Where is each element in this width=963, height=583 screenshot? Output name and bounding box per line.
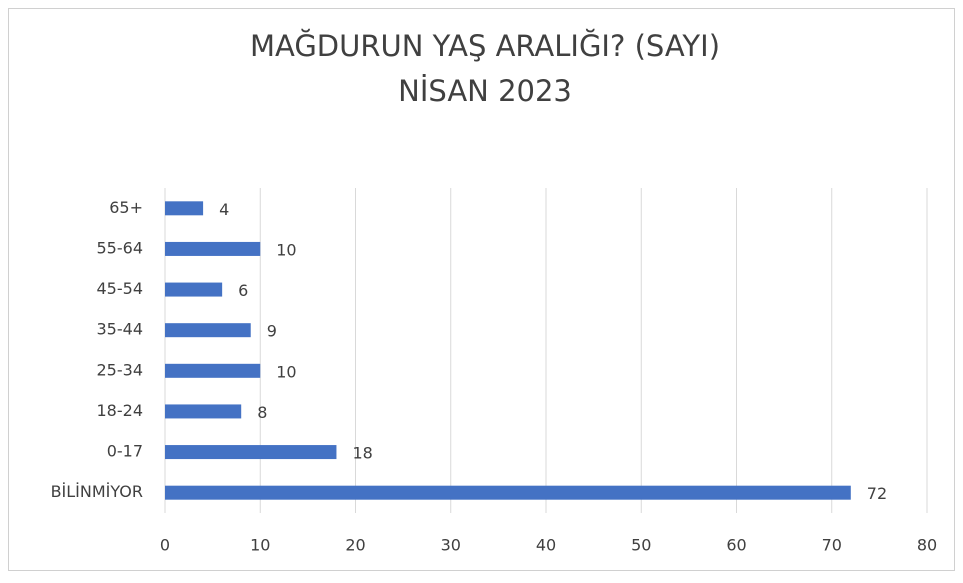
y-tick-label: 65+ <box>109 198 143 217</box>
x-tick-label: 70 <box>822 536 842 555</box>
chart-title: MAĞDURUN YAŞ ARALIĞI? (SAYI) <box>250 29 720 63</box>
bar <box>165 282 223 297</box>
y-tick-label: 45-54 <box>97 279 144 298</box>
chart-subtitle: NİSAN 2023 <box>398 74 572 108</box>
bar <box>165 363 261 378</box>
x-tick-label: 0 <box>160 536 170 555</box>
y-tick-label: 18-24 <box>97 401 144 420</box>
bar <box>165 241 261 256</box>
bar <box>165 323 251 338</box>
data-label: 10 <box>276 362 296 381</box>
data-label: 10 <box>276 240 296 259</box>
y-tick-label: 0-17 <box>107 442 143 461</box>
y-tick-label: BİLİNMİYOR <box>51 482 143 501</box>
y-tick-label: 25-34 <box>97 360 144 379</box>
data-label: 8 <box>257 403 267 422</box>
x-tick-label: 80 <box>917 536 937 555</box>
bar <box>165 485 851 500</box>
x-tick-label: 30 <box>441 536 461 555</box>
x-tick-label: 40 <box>536 536 556 555</box>
x-tick-label: 10 <box>250 536 270 555</box>
data-label: 18 <box>352 444 372 463</box>
bar <box>165 445 337 460</box>
x-tick-label: 50 <box>631 536 651 555</box>
data-label: 6 <box>238 281 248 300</box>
data-label: 9 <box>267 322 277 341</box>
x-tick-label: 20 <box>345 536 365 555</box>
y-tick-label: 55-64 <box>97 238 144 257</box>
bar <box>165 404 242 419</box>
data-label: 72 <box>867 484 887 503</box>
x-tick-label: 60 <box>726 536 746 555</box>
y-tick-label: 35-44 <box>97 320 144 339</box>
data-label: 4 <box>219 200 229 219</box>
bar <box>165 201 204 216</box>
